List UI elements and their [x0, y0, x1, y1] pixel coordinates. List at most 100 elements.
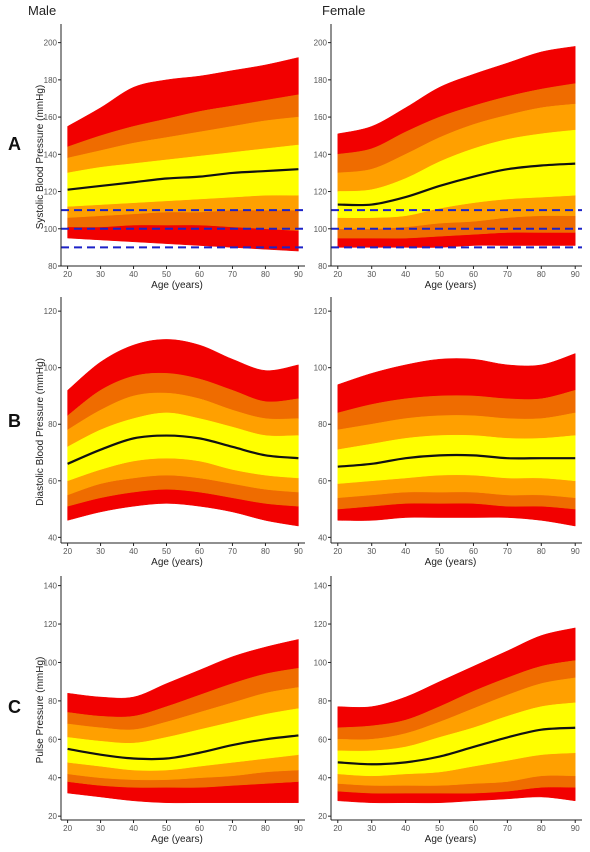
x-tick-label: 50 [162, 824, 171, 833]
y-tick-label: 120 [314, 620, 328, 629]
y-axis-label: Systolic Blood Pressure (mmHg) [35, 85, 46, 229]
x-tick-label: 30 [96, 547, 105, 556]
y-axis-label: Pulse Pressure (mmHg) [35, 657, 46, 764]
x-tick-label: 60 [195, 270, 204, 279]
y-tick-label: 40 [48, 774, 57, 783]
y-tick-label: 60 [48, 735, 57, 744]
y-tick-label: 80 [48, 697, 57, 706]
y-tick-label: 40 [318, 533, 327, 542]
x-tick-label: 20 [333, 270, 342, 279]
y-tick-label: 100 [314, 658, 328, 667]
median-line [337, 453, 576, 468]
x-axis-label: Age (years) [425, 834, 477, 845]
panel-a-male: 20 30 40 50 60 70 80 90 80 100 120 140 160 180 200 Age … [35, 24, 305, 291]
y-tick-label: 40 [318, 774, 327, 783]
median-line [67, 734, 299, 761]
y-tick-label: 140 [44, 582, 58, 591]
y-tick-label: 80 [318, 420, 327, 429]
x-tick-label: 70 [503, 824, 512, 833]
x-axis-label: Age (years) [151, 557, 203, 568]
x-tick-label: 90 [294, 824, 303, 833]
y-tick-label: 100 [44, 364, 58, 373]
y-tick-label: 80 [318, 697, 327, 706]
x-tick-label: 70 [228, 270, 237, 279]
median-line [337, 726, 576, 766]
x-tick-label: 40 [129, 824, 138, 833]
median-line [67, 168, 299, 191]
column-title-female: Female [322, 3, 365, 18]
y-tick-label: 120 [314, 188, 328, 197]
x-tick-label: 50 [435, 270, 444, 279]
y-tick-label: 120 [44, 620, 58, 629]
x-axis-label: Age (years) [151, 280, 203, 291]
x-tick-label: 40 [401, 547, 410, 556]
y-tick-label: 120 [44, 307, 58, 316]
x-tick-label: 60 [469, 824, 478, 833]
x-tick-label: 60 [195, 824, 204, 833]
y-tick-label: 140 [314, 582, 328, 591]
x-tick-label: 70 [503, 547, 512, 556]
y-tick-label: 140 [44, 150, 58, 159]
y-tick-label: 80 [48, 420, 57, 429]
y-tick-label: 100 [44, 658, 58, 667]
x-tick-label: 80 [261, 824, 270, 833]
panel-c-male: 20 30 40 50 60 70 80 90 20 40 60 80 100 120 140 Age (ye… [35, 576, 305, 845]
x-axis-label: Age (years) [425, 280, 477, 291]
y-tick-label: 60 [318, 735, 327, 744]
x-tick-label: 50 [162, 547, 171, 556]
y-tick-label: 20 [48, 812, 57, 821]
x-tick-label: 30 [367, 270, 376, 279]
y-tick-label: 80 [318, 262, 327, 271]
lower-percentile-band-1 [337, 502, 576, 527]
x-tick-label: 20 [63, 270, 72, 279]
y-tick-label: 80 [48, 262, 57, 271]
x-tick-label: 90 [294, 270, 303, 279]
row-letter-b: B [8, 411, 21, 431]
x-tick-label: 70 [228, 547, 237, 556]
x-tick-label: 30 [367, 824, 376, 833]
x-tick-label: 80 [261, 270, 270, 279]
y-tick-label: 20 [318, 812, 327, 821]
median-line [67, 434, 299, 465]
x-tick-label: 30 [367, 547, 376, 556]
x-tick-label: 20 [333, 824, 342, 833]
y-tick-label: 160 [44, 113, 58, 122]
x-tick-label: 40 [129, 547, 138, 556]
y-tick-label: 100 [44, 225, 58, 234]
x-tick-label: 80 [537, 547, 546, 556]
chart-panels: 20 30 40 50 60 70 80 90 80 100 120 140 160 180 200 Age … [35, 24, 582, 845]
x-tick-label: 90 [571, 824, 580, 833]
y-axis-label: Diastolic Blood Pressure (mmHg) [35, 358, 46, 506]
x-tick-label: 60 [195, 547, 204, 556]
x-tick-label: 20 [63, 824, 72, 833]
y-tick-label: 40 [48, 533, 57, 542]
x-tick-label: 80 [537, 824, 546, 833]
y-tick-label: 200 [44, 39, 58, 48]
panel-a-female: 20 30 40 50 60 70 80 90 80 100 120 140 160 180 200 Age … [314, 24, 582, 291]
x-tick-label: 50 [435, 824, 444, 833]
row-letter-a: A [8, 134, 21, 154]
x-tick-label: 30 [96, 270, 105, 279]
x-tick-label: 90 [571, 270, 580, 279]
row-letter-c: C [8, 697, 21, 717]
panel-b-female: 20 30 40 50 60 70 80 90 40 60 80 100 120 Age (years) [314, 297, 582, 568]
y-tick-label: 200 [314, 39, 328, 48]
x-tick-label: 40 [401, 824, 410, 833]
x-tick-label: 70 [503, 270, 512, 279]
x-tick-label: 70 [228, 824, 237, 833]
x-tick-label: 20 [333, 547, 342, 556]
y-tick-label: 180 [314, 76, 328, 85]
x-tick-label: 90 [294, 547, 303, 556]
x-tick-label: 50 [435, 547, 444, 556]
x-tick-label: 40 [401, 270, 410, 279]
x-axis-label: Age (years) [425, 557, 477, 568]
x-tick-label: 20 [63, 547, 72, 556]
y-tick-label: 120 [314, 307, 328, 316]
column-title-male: Male [28, 3, 56, 18]
y-tick-label: 100 [314, 364, 328, 373]
y-tick-label: 60 [318, 477, 327, 486]
y-tick-label: 100 [314, 225, 328, 234]
x-tick-label: 30 [96, 824, 105, 833]
x-tick-label: 60 [469, 547, 478, 556]
